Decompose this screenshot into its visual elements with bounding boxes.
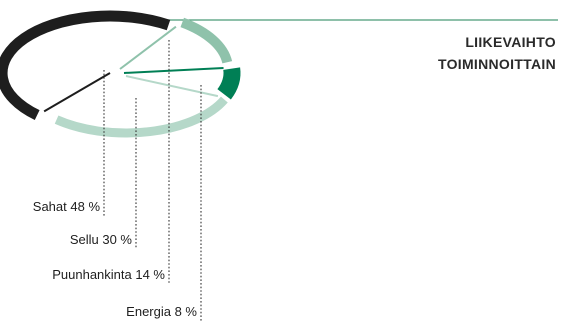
slice-label-sahat: Sahat 48 % — [33, 199, 101, 214]
pie-spoke-puunhankinta — [119, 25, 177, 70]
pie-slice-arc-puunhankinta — [180, 17, 233, 64]
slice-label-puunhankinta: Puunhankinta 14 % — [52, 267, 165, 282]
pie-slice-puunhankinta — [119, 17, 233, 70]
chart-title-line-2: TOIMINNOITTAIN — [437, 56, 556, 72]
pie-slice-sahat — [0, 10, 171, 121]
chart-title-line-1: LIIKEVAIHTO — [465, 34, 556, 50]
pie-slice-energia — [123, 67, 241, 100]
pie-slice-sellu — [54, 75, 228, 138]
pie-slice-arc-sahat — [0, 10, 171, 121]
slice-label-energia: Energia 8 % — [126, 304, 197, 319]
pie-slice-arc-energia — [217, 67, 241, 100]
pie-spoke-energia — [123, 67, 224, 74]
pie-spoke-sellu — [125, 75, 219, 98]
pie-spoke-sahat — [43, 72, 111, 113]
slice-label-sellu: Sellu 30 % — [70, 232, 133, 247]
pie-slice-arc-sellu — [54, 96, 228, 138]
